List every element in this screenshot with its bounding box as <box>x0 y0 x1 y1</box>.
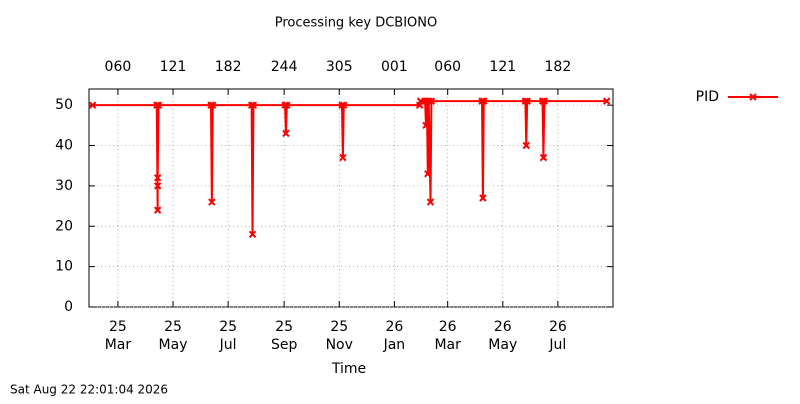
y-tick-label: 30 <box>55 178 73 194</box>
x2-tick-label: 060 <box>434 59 461 75</box>
marker <box>338 101 346 109</box>
y-tick-label: 20 <box>55 218 73 234</box>
x2-tick-label: 182 <box>545 59 572 75</box>
marker <box>209 101 217 109</box>
marker <box>248 230 257 239</box>
marker <box>207 101 215 109</box>
y-tick-label: 50 <box>55 97 73 113</box>
marker <box>479 194 487 202</box>
marker <box>281 101 289 109</box>
marker <box>480 97 488 105</box>
x-tick-label: 26 May <box>488 319 517 353</box>
x-axis-label: Time <box>331 361 366 377</box>
legend-label: PID <box>696 89 719 105</box>
marker <box>153 101 161 109</box>
marker <box>339 153 347 162</box>
x-tick-label: 26 Mar <box>434 319 461 353</box>
marker <box>422 121 430 130</box>
x-tick-label: 25 Jul <box>219 319 237 353</box>
x2-tick-label: 244 <box>271 59 298 75</box>
marker <box>523 97 531 105</box>
x2-tick-label: 182 <box>215 59 242 75</box>
marker <box>283 101 291 109</box>
plot-frame <box>88 88 614 308</box>
x2-tick-label: 121 <box>160 59 187 75</box>
marker <box>153 174 162 182</box>
x2-tick-label: 121 <box>489 59 516 75</box>
marker <box>88 101 97 109</box>
x2-tick-label: 060 <box>105 59 132 75</box>
marker <box>154 101 163 109</box>
y-tick-label: 10 <box>55 259 73 275</box>
marker <box>208 198 216 206</box>
x-tick-label: 26 Jan <box>383 319 406 353</box>
marker <box>478 97 486 105</box>
x-tick-label: 25 Mar <box>105 319 132 353</box>
data-line <box>92 100 607 235</box>
marker <box>282 129 290 138</box>
x-tick-label: 26 Jul <box>548 319 566 353</box>
marker <box>426 198 435 206</box>
marker <box>153 206 162 214</box>
marker <box>249 101 258 109</box>
x-tick-label: 25 Sep <box>271 319 298 353</box>
marker <box>749 93 757 101</box>
x2-tick-label: 305 <box>326 59 353 75</box>
marker <box>427 97 436 105</box>
x-tick-label: 25 Nov <box>326 319 353 353</box>
footer-timestamp: Sat Aug 22 22:01:04 2026 <box>10 383 168 397</box>
x2-tick-label: 001 <box>381 59 408 75</box>
y-tick-label: 0 <box>64 299 73 315</box>
marker <box>539 153 548 162</box>
x-tick-label: 25 May <box>159 319 188 353</box>
marker <box>340 101 348 109</box>
marker <box>424 170 432 178</box>
marker <box>602 97 611 105</box>
y-tick-label: 40 <box>55 138 73 154</box>
chart-title: Processing key DCBIONO <box>275 16 437 31</box>
marker <box>153 182 162 190</box>
marker <box>521 97 530 105</box>
marker <box>540 97 549 105</box>
marker <box>522 141 530 150</box>
marker <box>247 101 256 109</box>
marker <box>538 97 547 105</box>
